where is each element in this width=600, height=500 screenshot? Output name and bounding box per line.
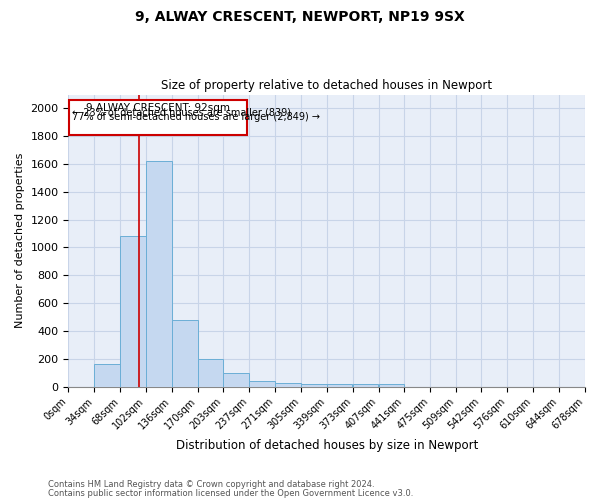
Bar	[146, 162, 172, 386]
X-axis label: Distribution of detached houses by size in Newport: Distribution of detached houses by size …	[176, 440, 478, 452]
Text: 77% of semi-detached houses are larger (2,849) →: 77% of semi-detached houses are larger (…	[72, 112, 320, 122]
Text: 9, ALWAY CRESCENT, NEWPORT, NP19 9SX: 9, ALWAY CRESCENT, NEWPORT, NP19 9SX	[135, 10, 465, 24]
Bar	[275, 383, 301, 386]
FancyBboxPatch shape	[69, 100, 247, 135]
Bar	[121, 236, 146, 386]
Bar	[301, 384, 326, 386]
Bar	[353, 384, 379, 386]
Bar	[249, 381, 275, 386]
Text: Contains public sector information licensed under the Open Government Licence v3: Contains public sector information licen…	[48, 488, 413, 498]
Bar	[379, 384, 404, 386]
Bar	[223, 372, 249, 386]
Text: 9 ALWAY CRESCENT: 92sqm: 9 ALWAY CRESCENT: 92sqm	[86, 102, 230, 113]
Bar	[327, 384, 352, 386]
Text: ← 23% of detached houses are smaller (839): ← 23% of detached houses are smaller (83…	[72, 108, 291, 118]
Text: Contains HM Land Registry data © Crown copyright and database right 2024.: Contains HM Land Registry data © Crown c…	[48, 480, 374, 489]
Bar	[94, 364, 120, 386]
Title: Size of property relative to detached houses in Newport: Size of property relative to detached ho…	[161, 79, 492, 92]
Bar	[172, 320, 198, 386]
Y-axis label: Number of detached properties: Number of detached properties	[15, 153, 25, 328]
Bar	[198, 358, 223, 386]
